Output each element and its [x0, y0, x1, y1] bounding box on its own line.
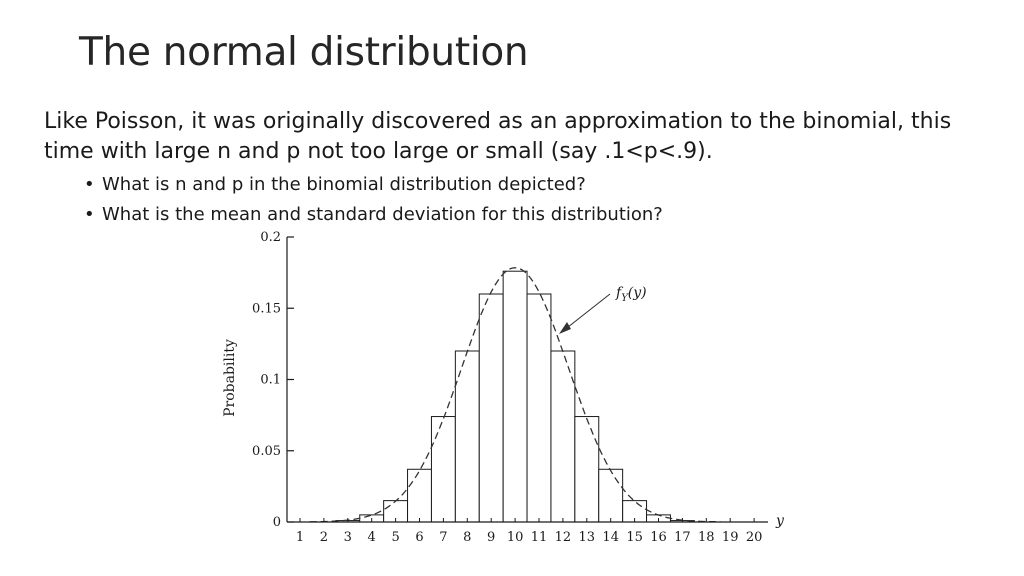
y-tick-label: 0	[273, 515, 281, 530]
x-tick-label: 10	[507, 530, 524, 545]
y-tick-label: 0.15	[252, 301, 281, 316]
x-tick-label: 13	[579, 530, 596, 545]
normal-density-curve	[309, 267, 721, 523]
x-tick-label: 6	[415, 530, 423, 545]
annotation-arrowhead	[559, 322, 571, 334]
x-tick-label: 12	[555, 530, 572, 545]
y-tick-label: 0.1	[260, 373, 281, 388]
x-tick-label: 3	[344, 530, 352, 545]
bar	[430, 416, 456, 523]
curve-annotation: fY(y)	[559, 285, 647, 334]
x-tick-label: 2	[320, 530, 328, 545]
x-tick-label: 18	[698, 530, 715, 545]
y-tick-label: 0.05	[252, 444, 281, 459]
x-tick-label: 16	[650, 530, 667, 545]
x-tick-label: 7	[439, 530, 447, 545]
x-tick-label: 14	[602, 530, 619, 545]
slide-title: The normal distribution	[79, 30, 529, 75]
x-tick-label: 20	[746, 530, 763, 545]
slide-paragraph: Like Poisson, it was originally discover…	[44, 109, 952, 164]
annotation-arrow	[562, 293, 611, 332]
bar	[478, 293, 504, 523]
x-tick-label: 11	[531, 530, 548, 545]
x-tick-label: 1	[296, 530, 304, 545]
x-tick-label: 15	[626, 530, 643, 545]
bullet-item: What is n and p in the binomial distribu…	[84, 170, 663, 200]
bar	[407, 468, 432, 523]
curve-label: fY(y)	[615, 285, 647, 304]
bar	[598, 468, 624, 523]
x-tick-label: 4	[368, 530, 376, 545]
x-tick-label: 8	[463, 530, 471, 545]
y-tick-label: 0.2	[260, 230, 281, 245]
bullet-item: What is the mean and standard deviation …	[84, 200, 663, 230]
x-tick-label: 9	[487, 530, 495, 545]
x-tick-label: 5	[391, 530, 399, 545]
x-tick-label: 17	[674, 530, 691, 545]
bar	[550, 350, 576, 523]
x-axis-label: y	[775, 513, 785, 529]
x-tick-label: 19	[722, 530, 739, 545]
bar	[526, 293, 552, 523]
bar	[502, 270, 528, 523]
y-axis-label: Probability	[222, 339, 238, 417]
bullet-list: What is n and p in the binomial distribu…	[84, 170, 663, 230]
bar	[574, 416, 600, 523]
